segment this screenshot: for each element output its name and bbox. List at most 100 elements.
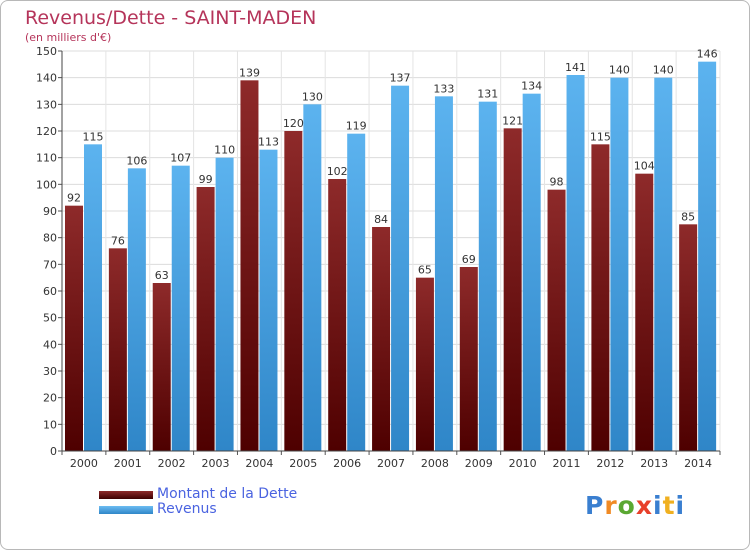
- x-axis: 2000 2001 2002 2003 2004 2005 2006 2007 2008 2009…: [61, 450, 721, 470]
- y-tick-label: 10: [43, 418, 57, 431]
- data-label-debt-2011: 98: [550, 176, 564, 189]
- bar-debt-2006: [328, 179, 347, 451]
- x-tick-label-2008: 2008: [421, 457, 449, 470]
- data-label-debt-2014: 85: [681, 210, 695, 223]
- bar-revenue-2003: [215, 157, 234, 451]
- data-label-debt-2009: 69: [462, 253, 476, 266]
- data-label-debt-2012: 115: [590, 130, 611, 143]
- bar-revenue-2009: [478, 101, 497, 452]
- bar-debt-2001: [108, 248, 127, 451]
- data-label-revenue-2002: 107: [170, 152, 191, 165]
- data-label-revenue-2012: 140: [609, 64, 630, 77]
- bar-debt-2000: [65, 205, 83, 451]
- x-tick-label-2014: 2014: [684, 457, 712, 470]
- grid: [61, 50, 721, 452]
- data-label-debt-2002: 63: [155, 269, 169, 282]
- data-label-debt-2000: 92: [67, 192, 81, 205]
- y-tick-label: 70: [43, 258, 57, 271]
- data-label-debt-2005: 120: [283, 117, 304, 130]
- bar-debt-2009: [459, 267, 478, 451]
- data-label-debt-2004: 139: [239, 66, 260, 79]
- x-tick-label-2007: 2007: [377, 457, 405, 470]
- legend-swatch-revenue: [99, 505, 153, 514]
- data-label-debt-2001: 76: [111, 234, 125, 247]
- y-tick-label: 90: [43, 205, 57, 218]
- x-tick-label-2003: 2003: [202, 457, 230, 470]
- chart-title: Revenus/Dette - SAINT-MADEN: [25, 7, 317, 29]
- data-label-debt-2013: 104: [634, 160, 655, 173]
- chart-subtitle: (en milliers d'€): [25, 31, 112, 44]
- data-label-debt-2008: 65: [418, 264, 432, 277]
- y-tick-label: 120: [36, 125, 57, 138]
- bar-revenue-2002: [171, 165, 190, 451]
- bar-revenue-2004: [259, 149, 278, 451]
- bar-debt-2002: [152, 283, 171, 451]
- y-tick-label: 20: [43, 392, 57, 405]
- x-tick-label-2000: 2000: [70, 457, 98, 470]
- data-label-revenue-2008: 133: [433, 82, 454, 95]
- y-tick-label: 50: [43, 312, 57, 325]
- x-tick-label-2005: 2005: [289, 457, 317, 470]
- bar-debt-2011: [547, 189, 566, 451]
- bar-debt-2014: [679, 224, 698, 451]
- proxiti-logo: Proxiti: [585, 491, 686, 520]
- data-label-revenue-2011: 141: [565, 61, 586, 74]
- x-tick-label-2013: 2013: [640, 457, 668, 470]
- x-tick-label-2011: 2011: [552, 457, 580, 470]
- x-tick-label-2004: 2004: [245, 457, 273, 470]
- y-tick-label: 140: [36, 72, 57, 85]
- data-label-revenue-2009: 131: [477, 88, 498, 101]
- bar-debt-2003: [196, 187, 215, 451]
- bar-revenue-2013: [654, 77, 673, 452]
- y-tick-label: 60: [43, 285, 57, 298]
- y-tick-label: 80: [43, 232, 57, 245]
- data-label-debt-2003: 99: [199, 173, 213, 186]
- x-tick-label-2006: 2006: [333, 457, 361, 470]
- legend: Montant de la Dette Revenus: [99, 487, 297, 517]
- y-tick-label: 130: [36, 98, 57, 111]
- bar-revenue-2011: [566, 75, 585, 451]
- y-tick-label: 0: [50, 445, 57, 458]
- data-label-revenue-2007: 137: [390, 72, 411, 85]
- bar-debt-2005: [284, 131, 303, 451]
- data-label-revenue-2003: 110: [214, 144, 235, 157]
- legend-label-revenue: Revenus: [157, 501, 217, 517]
- bar-revenue-2000: [84, 144, 102, 452]
- bar-revenue-2005: [303, 104, 322, 451]
- legend-swatch-debt: [99, 490, 153, 499]
- y-tick-label: 30: [43, 365, 57, 378]
- bar-debt-2012: [591, 144, 610, 452]
- bar-revenue-2006: [347, 133, 366, 451]
- bar-revenue-2010: [522, 93, 541, 452]
- data-label-revenue-2006: 119: [346, 120, 367, 133]
- bar-debt-2004: [240, 80, 259, 451]
- legend-label-debt: Montant de la Dette: [157, 486, 298, 502]
- y-tick-label: 150: [36, 45, 57, 58]
- x-tick-label-2009: 2009: [465, 457, 493, 470]
- y-axis: 0 10 20 30 40 50 60 70 80 90 100 110 120 130 140 150: [36, 45, 63, 458]
- y-tick-label: 100: [36, 178, 57, 191]
- data-label-revenue-2004: 113: [258, 136, 279, 149]
- y-tick-label: 40: [43, 338, 57, 351]
- x-tick-label-2010: 2010: [509, 457, 537, 470]
- data-label-revenue-2000: 115: [83, 130, 104, 143]
- x-tick-label-2012: 2012: [596, 457, 624, 470]
- data-label-revenue-2010: 134: [521, 80, 542, 93]
- data-label-debt-2006: 102: [327, 165, 348, 178]
- bars: [65, 61, 717, 452]
- x-tick-label-2002: 2002: [158, 457, 186, 470]
- bar-revenue-2014: [698, 61, 717, 452]
- bar-revenue-2001: [127, 168, 146, 452]
- bar-revenue-2007: [391, 85, 410, 452]
- data-label-revenue-2014: 146: [697, 48, 718, 61]
- bar-debt-2007: [372, 227, 391, 451]
- bar-revenue-2012: [610, 77, 629, 452]
- bar-debt-2010: [503, 128, 522, 451]
- bar-revenue-2008: [434, 96, 453, 451]
- data-label-revenue-2001: 106: [126, 154, 147, 167]
- data-labels: 92 115 76 106 63 107 99 110 139 113 120 130 102 119 84…: [67, 48, 718, 282]
- data-label-revenue-2005: 130: [302, 90, 323, 103]
- data-label-revenue-2013: 140: [653, 64, 674, 77]
